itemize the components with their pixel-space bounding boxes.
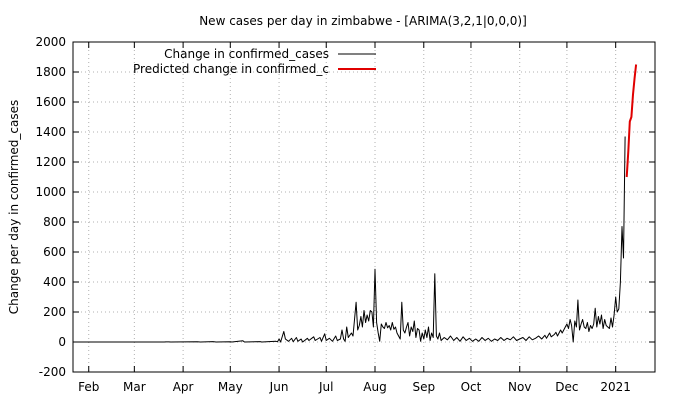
x-tick-label: Apr xyxy=(173,380,194,394)
grid xyxy=(73,42,655,372)
y-tick-label: 400 xyxy=(43,275,66,289)
legend-label: Change in confirmed_cases xyxy=(164,47,329,61)
x-axis: Feb Mar Apr May Jun Jul Aug Sep Oct Nov Dec 2021 xyxy=(78,42,631,394)
chart-title: New cases per day in zimbabwe - [ARIMA(3… xyxy=(199,14,527,28)
y-tick-label: 0 xyxy=(58,335,66,349)
legend-label: Predicted change in confirmed_c xyxy=(133,62,329,76)
y-tick-label: 200 xyxy=(43,305,66,319)
y-tick-label: 1200 xyxy=(35,155,66,169)
x-tick-label: Feb xyxy=(78,380,99,394)
y-tick-label: 1800 xyxy=(35,65,66,79)
y-tick-label: 1000 xyxy=(35,185,66,199)
x-tick-label: Oct xyxy=(461,380,482,394)
x-tick-label: Nov xyxy=(508,380,531,394)
series-line-1 xyxy=(73,136,626,343)
y-tick-label: -200 xyxy=(39,365,66,379)
x-tick-label: Sep xyxy=(412,380,435,394)
y-axis: -200 0 200 400 600 800 1000 1200 1400 1600 1800 200… xyxy=(35,35,655,379)
y-tick-label: 2000 xyxy=(35,35,66,49)
x-tick-label: 2021 xyxy=(600,380,631,394)
x-tick-label: Jul xyxy=(318,380,333,394)
x-tick-label: May xyxy=(218,380,243,394)
series-line-2 xyxy=(625,64,638,178)
y-tick-label: 1400 xyxy=(35,125,66,139)
y-tick-label: 1600 xyxy=(35,95,66,109)
y-axis-label: Change per day in confirmed_cases xyxy=(7,100,21,315)
x-tick-label: Jun xyxy=(269,380,289,394)
x-tick-label: Dec xyxy=(555,380,578,394)
x-tick-label: Aug xyxy=(363,380,386,394)
x-tick-label: Mar xyxy=(123,380,146,394)
y-tick-label: 800 xyxy=(43,215,66,229)
y-tick-label: 600 xyxy=(43,245,66,259)
series-lines xyxy=(73,64,638,343)
plot-frame xyxy=(72,41,656,373)
